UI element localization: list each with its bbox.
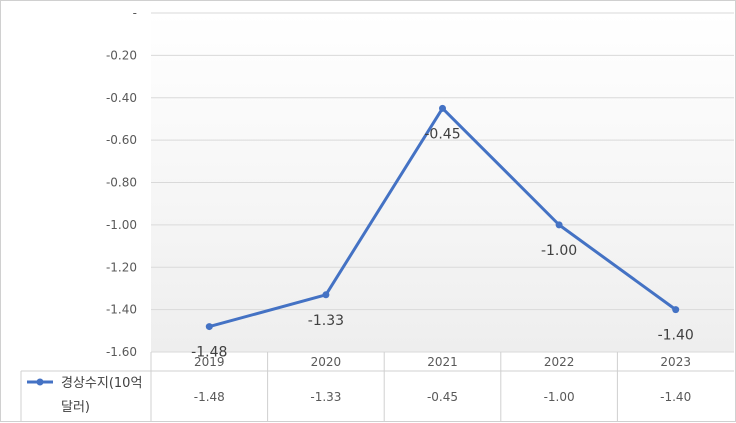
table-value-cell: -1.00	[544, 390, 575, 404]
y-tick-label: -0.80	[106, 176, 137, 190]
data-point	[205, 323, 213, 331]
data-label: -1.00	[541, 243, 577, 259]
data-label: -1.33	[308, 313, 344, 329]
y-tick-label: -1.60	[106, 345, 137, 359]
data-point	[322, 291, 330, 299]
y-tick-label: -0.20	[106, 48, 137, 62]
legend-label: 달러)	[61, 400, 90, 415]
table-value-cell: -1.40	[660, 390, 691, 404]
legend-marker	[36, 378, 44, 386]
y-tick-label: -	[133, 6, 137, 20]
y-tick-label: -0.60	[106, 133, 137, 147]
table-value-cell: -1.48	[194, 390, 225, 404]
data-label: -1.48	[191, 345, 227, 361]
y-tick-label: -1.00	[106, 218, 137, 232]
x-category-label: 2019	[194, 355, 225, 369]
x-category-label: 2021	[427, 355, 458, 369]
y-tick-label: -1.40	[106, 303, 137, 317]
x-category-label: 2023	[660, 355, 691, 369]
data-point	[555, 221, 563, 229]
data-label: -0.45	[424, 126, 460, 142]
y-tick-label: -1.20	[106, 260, 137, 274]
data-point	[439, 104, 446, 112]
legend-label: 경상수지(10억	[61, 376, 142, 391]
table-value-cell: -1.33	[310, 390, 341, 404]
x-category-label: 2020	[311, 355, 342, 369]
x-category-label: 2022	[544, 355, 575, 369]
table-value-cell: -0.45	[427, 390, 458, 404]
data-point	[672, 306, 680, 314]
y-tick-label: -0.40	[106, 91, 137, 105]
data-label: -1.40	[658, 328, 694, 344]
